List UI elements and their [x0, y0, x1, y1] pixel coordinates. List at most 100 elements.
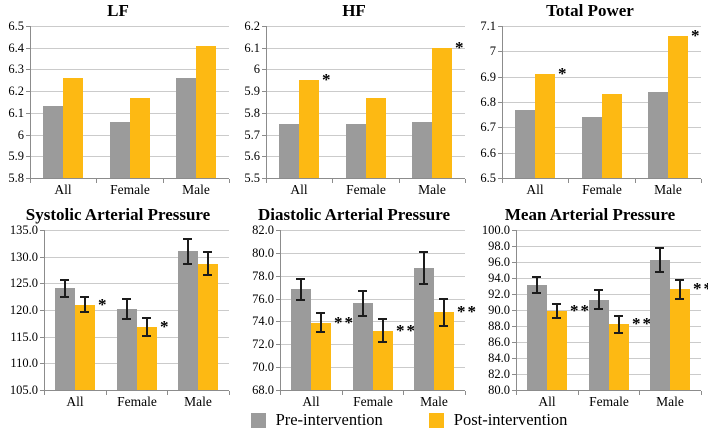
y-tick-label: 68.0 — [252, 383, 274, 397]
error-bar-cap — [552, 303, 561, 305]
error-bar-post-female — [146, 318, 148, 336]
error-bar-cap — [296, 278, 305, 280]
x-axis-tick — [280, 391, 281, 395]
y-axis-tick — [26, 156, 30, 157]
y-tick-label: 88.0 — [488, 319, 510, 333]
bar-post-female — [130, 98, 150, 178]
error-bar-cap — [419, 283, 428, 285]
error-bar-cap — [532, 276, 541, 278]
x-axis-tick — [399, 179, 400, 183]
bar-post-female — [609, 324, 629, 390]
y-axis-tick — [498, 77, 502, 78]
bar-post-male — [196, 46, 216, 178]
bar-post-all — [299, 80, 319, 178]
x-axis-tick — [639, 391, 640, 395]
y-tick-label: 6.8 — [480, 95, 496, 109]
gridline — [44, 257, 229, 258]
gridline — [266, 69, 465, 70]
y-tick-label: 78.0 — [252, 269, 274, 283]
error-bar-post-male — [679, 280, 681, 299]
chart-systolic-arterial-pressure: Systolic Arterial Pressure 105.0 110.0 115.… — [0, 200, 236, 409]
significance-marker: * — [98, 295, 109, 314]
bar-post-male — [434, 312, 454, 390]
error-bar-cap — [80, 296, 89, 298]
error-bar-cap — [655, 271, 664, 273]
category-label-all: All — [290, 182, 308, 197]
error-bar-pre-male — [423, 252, 425, 284]
error-bar-cap — [122, 318, 131, 320]
error-bar-cap — [183, 263, 192, 265]
y-axis-tick — [498, 153, 502, 154]
bar-pre-male — [412, 122, 432, 178]
significance-marker: ** — [570, 301, 591, 320]
y-axis-tick — [512, 358, 516, 359]
y-tick-label: 6.4 — [8, 41, 24, 55]
x-axis-tick — [568, 179, 569, 183]
chart-title: Diastolic Arterial Pressure — [258, 205, 450, 224]
error-bar-cap — [594, 308, 603, 310]
bar-pre-all — [291, 289, 311, 390]
error-bar-cap — [655, 247, 664, 249]
category-label-male: Male — [654, 182, 682, 197]
y-tick-label: 96.0 — [488, 255, 510, 269]
y-axis-tick — [40, 337, 44, 338]
y-tick-label: 5.9 — [244, 84, 260, 98]
bar-pre-male — [178, 251, 198, 390]
x-axis-tick — [578, 391, 579, 395]
significance-marker: ** — [334, 313, 355, 332]
x-axis-tick — [266, 179, 267, 183]
error-bar-pre-all — [64, 280, 66, 297]
error-bar-pre-female — [126, 299, 128, 319]
y-tick-label: 5.5 — [244, 171, 260, 185]
y-tick-label: 6 — [17, 128, 24, 142]
error-bar-cap — [532, 292, 541, 294]
error-bar-pre-female — [362, 291, 364, 316]
error-bar-cap — [122, 298, 131, 300]
gridline — [30, 91, 229, 92]
error-bar-cap — [316, 312, 325, 314]
bar-pre-all — [43, 106, 63, 178]
category-label-all: All — [54, 182, 72, 197]
chart-lf: LF 5.8 5.9 6 6.1 6.2 6.3 6.4 6.5 All Female Male — [0, 0, 236, 200]
y-tick-label: 120.0 — [9, 303, 38, 317]
y-axis-tick — [276, 321, 280, 322]
x-axis-tick — [342, 391, 343, 395]
x-axis-tick — [465, 391, 466, 395]
y-axis-tick — [262, 69, 266, 70]
gridline — [280, 299, 465, 300]
y-axis-tick — [512, 342, 516, 343]
gridline — [516, 294, 701, 295]
y-axis-tick — [276, 276, 280, 277]
y-axis-tick — [276, 230, 280, 231]
y-axis-tick — [262, 156, 266, 157]
category-label-all: All — [302, 394, 320, 409]
category-label-female: Female — [353, 394, 393, 409]
gridline — [280, 276, 465, 277]
y-axis-tick — [26, 135, 30, 136]
error-bar-pre-male — [187, 239, 189, 264]
x-axis-tick — [502, 179, 503, 183]
x-axis-tick — [44, 391, 45, 395]
error-bar-cap — [439, 325, 448, 327]
y-tick-label: 130.0 — [9, 250, 38, 264]
x-axis-line — [280, 390, 465, 391]
x-axis-tick — [701, 391, 702, 395]
bar-pre-female — [582, 117, 602, 178]
y-axis-tick — [512, 294, 516, 295]
error-bar-post-all — [84, 297, 86, 312]
chart-title: LF — [107, 1, 129, 20]
y-axis-tick — [276, 390, 280, 391]
y-axis-tick — [276, 253, 280, 254]
y-tick-label: 84.0 — [488, 351, 510, 365]
bar-pre-female — [117, 309, 137, 390]
y-axis-tick — [40, 363, 44, 364]
y-tick-label: 90.0 — [488, 303, 510, 317]
category-label-male: Male — [184, 394, 212, 409]
x-axis-tick — [635, 179, 636, 183]
bar-post-all — [63, 78, 83, 178]
y-tick-label: 6.2 — [8, 84, 24, 98]
error-bar-cap — [358, 315, 367, 317]
y-tick-label: 6.1 — [244, 41, 260, 55]
error-bar-cap — [142, 317, 151, 319]
